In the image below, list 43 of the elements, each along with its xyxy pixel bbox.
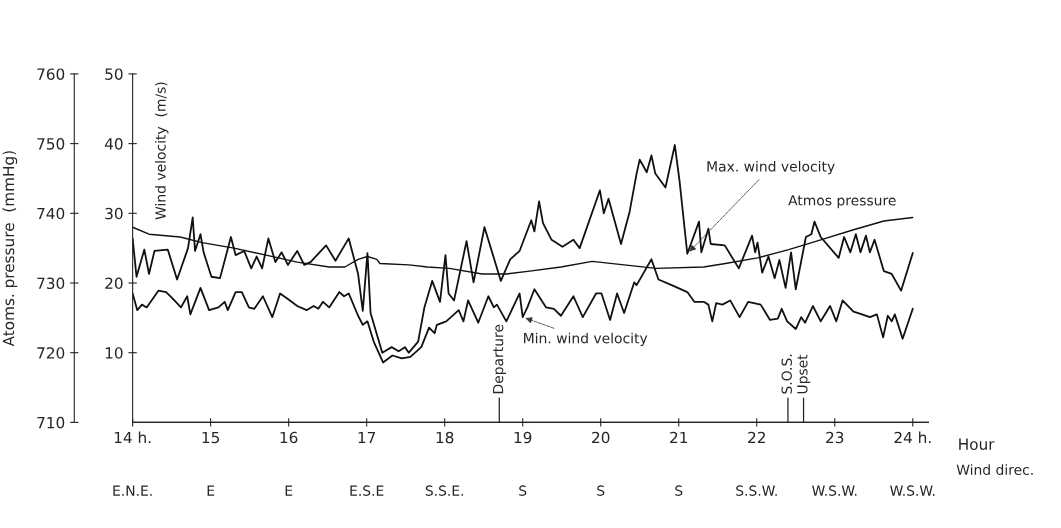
ref-line-label: S.O.S. <box>781 354 792 394</box>
text: Max. wind velocity <box>707 160 835 175</box>
x-tick-label: 23 <box>826 431 844 444</box>
y2-tick-label: 20 <box>105 277 123 290</box>
y2-tick-label: 30 <box>105 207 123 220</box>
y2-tick-label: 10 <box>105 347 123 359</box>
y-tick-label: 720 <box>37 347 65 359</box>
text: S <box>597 485 605 496</box>
text: S <box>675 485 683 496</box>
x-tick-label: 18 <box>436 431 454 444</box>
y2-tick-label: 50 <box>105 68 123 80</box>
y2-axis-title: Wind velocity (m/s) <box>154 82 169 220</box>
text: E <box>285 485 293 496</box>
x-tick-label: 17 <box>358 431 376 444</box>
text: E.S.E <box>350 485 384 496</box>
text: W.S.W. <box>812 485 857 496</box>
text: W.S.W. <box>890 485 935 496</box>
x-tick-label: 24 h. <box>894 431 931 444</box>
x-tick-label: 15 <box>202 431 220 444</box>
x-tick-label: 14 h. <box>114 431 151 444</box>
series-label: Min. wind velocity <box>524 332 648 347</box>
ref-line-label: Departure <box>493 324 507 394</box>
x-tick-label: 22 <box>748 431 765 444</box>
y-tick-label: 740 <box>37 207 65 220</box>
y-tick-label: 710 <box>37 416 65 429</box>
text: E.N.E. <box>113 485 152 496</box>
y-axis-title: Atoms. pressure (mmHg) <box>2 151 18 347</box>
text: S.S.E. <box>425 485 464 496</box>
text: E <box>207 485 215 496</box>
y-tick-label: 750 <box>37 138 65 150</box>
x-tick-label: 20 <box>592 431 610 444</box>
y-tick-label: 760 <box>37 68 65 80</box>
ref-line-label: Upset <box>797 354 811 394</box>
text: Wind direc. <box>956 464 1033 475</box>
text: S.S.W. <box>736 485 777 496</box>
text: S <box>519 485 527 496</box>
x-axis-title: Hour <box>959 438 995 450</box>
x-tick-label: 19 <box>514 431 532 444</box>
x-tick-label: 21 <box>670 431 688 444</box>
y-tick-label: 730 <box>37 277 65 290</box>
x-tick-label: 16 <box>280 431 298 444</box>
series-label: Atmos pressure <box>788 195 896 209</box>
y2-tick-label: 40 <box>104 138 123 150</box>
